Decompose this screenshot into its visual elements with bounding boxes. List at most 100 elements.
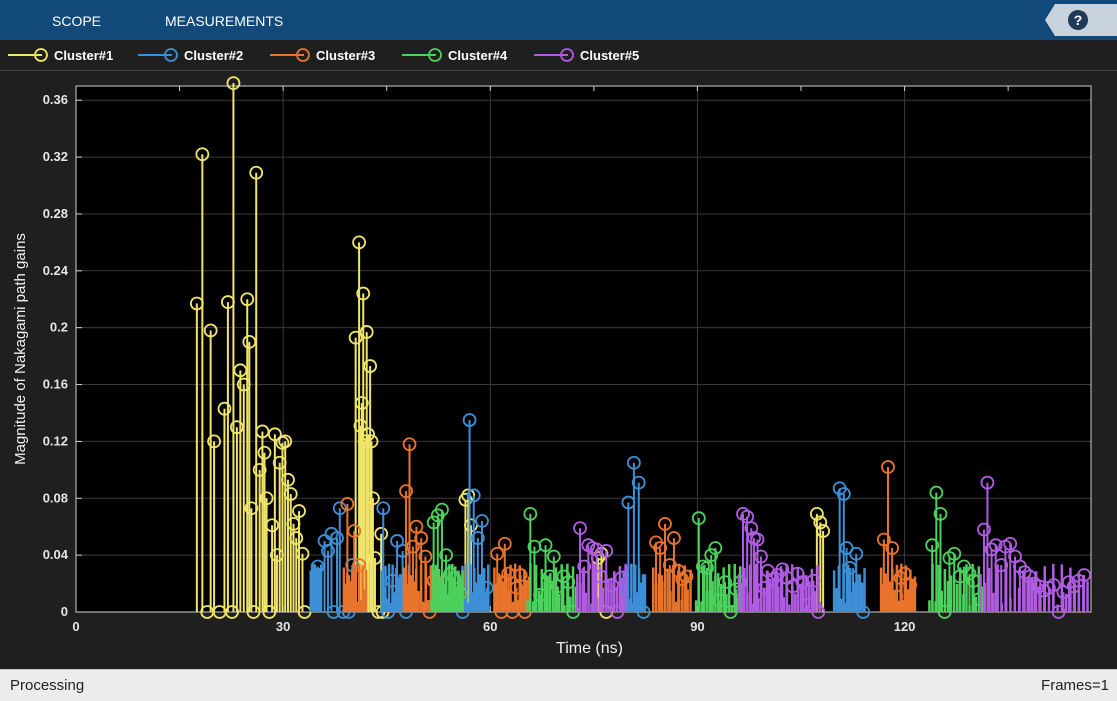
- stem-marker: [255, 424, 270, 439]
- stem-marker: [849, 546, 864, 561]
- stem-marker: [750, 532, 765, 547]
- y-tick-label: 0.28: [43, 206, 68, 221]
- stem-marker: [399, 484, 413, 499]
- stem-marker: [226, 76, 241, 91]
- stem-marker: [435, 502, 449, 517]
- y-tick-label: 0.24: [43, 263, 69, 278]
- legend-swatch: [8, 48, 48, 62]
- stem-marker: [679, 569, 694, 584]
- y-tick-label: 0.36: [43, 92, 68, 107]
- stem-marker: [631, 475, 646, 490]
- legend-item[interactable]: Cluster#3: [270, 46, 375, 64]
- stem-marker: [447, 570, 462, 585]
- stem-marker: [708, 541, 723, 555]
- legend-item[interactable]: Cluster#4: [402, 46, 507, 64]
- stem-marker: [321, 543, 335, 558]
- stem-marker: [249, 165, 264, 180]
- stem-marker: [573, 521, 587, 536]
- stem-marker: [636, 605, 651, 619]
- stem-marker: [988, 538, 1003, 553]
- stem-marker: [443, 566, 458, 581]
- stem-marker: [356, 286, 371, 301]
- stem-marker: [497, 536, 512, 551]
- stem-marker: [523, 507, 538, 521]
- stem-marker: [289, 531, 304, 545]
- stem-marker: [376, 501, 391, 516]
- stem-marker: [929, 485, 944, 500]
- stem-marker: [332, 501, 347, 516]
- stem-marker: [704, 548, 719, 563]
- x-tick-label: 30: [276, 619, 290, 634]
- stem-marker: [836, 487, 851, 501]
- stem-marker: [513, 568, 528, 582]
- stem-marker: [406, 539, 420, 554]
- stem-marker: [409, 519, 424, 534]
- legend-swatch: [138, 48, 178, 62]
- stem-marker: [475, 514, 489, 528]
- legend-marker: [296, 48, 310, 62]
- stem-marker: [811, 605, 826, 619]
- stem-marker: [348, 330, 363, 345]
- stem-marker: [509, 580, 524, 595]
- legend-item[interactable]: Cluster#2: [138, 46, 243, 64]
- legend-item[interactable]: Cluster#1: [8, 46, 113, 64]
- stem-marker: [881, 460, 895, 474]
- legend-marker: [428, 48, 442, 62]
- stem-marker: [757, 580, 772, 595]
- stem-marker: [363, 359, 378, 373]
- stem-marker: [462, 413, 477, 427]
- legend-label: Cluster#5: [580, 47, 640, 63]
- stem-marker: [542, 569, 557, 584]
- stem-marker: [885, 541, 900, 555]
- stem-marker: [856, 605, 871, 619]
- stem-marker: [359, 325, 374, 339]
- stem-marker: [754, 549, 768, 564]
- stem-marker: [700, 561, 714, 575]
- stem-marker: [614, 570, 629, 585]
- stem-marker: [1077, 568, 1091, 582]
- legend-swatch: [402, 48, 442, 62]
- frames-counter: Frames=1: [1041, 677, 1109, 694]
- legend-item[interactable]: Cluster#5: [534, 46, 639, 64]
- stem-marker: [691, 511, 706, 526]
- series-3: [340, 437, 917, 619]
- stem-marker: [667, 531, 681, 545]
- x-tick-label: 90: [690, 619, 704, 634]
- y-tick-label: 0.16: [43, 377, 68, 392]
- tab-measurements[interactable]: MEASUREMENTS: [165, 13, 284, 29]
- stem-marker: [816, 524, 830, 538]
- stem-marker: [225, 605, 239, 619]
- y-tick-label: 0.2: [50, 320, 68, 335]
- stem-marker: [354, 396, 369, 410]
- stem-marker: [195, 147, 210, 162]
- stem-marker: [962, 566, 977, 581]
- y-tick-label: 0: [61, 604, 68, 619]
- stem-marker: [744, 521, 759, 536]
- stem-marker: [352, 558, 366, 572]
- stem-marker: [292, 504, 306, 518]
- stem-marker: [561, 575, 576, 590]
- stem-marker: [414, 531, 429, 545]
- stem-marker: [259, 491, 274, 506]
- stem-marker: [604, 578, 619, 592]
- x-tick-label: 0: [72, 619, 79, 634]
- stem-marker: [546, 549, 561, 564]
- y-tick-label: 0.32: [43, 149, 68, 164]
- legend-marker: [560, 48, 574, 62]
- stem-marker: [453, 586, 467, 601]
- stem-marker: [658, 516, 672, 531]
- stem-marker: [281, 472, 295, 487]
- help-button[interactable]: ?: [1045, 4, 1117, 36]
- stem-marker: [265, 518, 279, 533]
- stem-plot[interactable]: 0 0.04 0.08 0.12 0.16 0.2 0.24 0.28 0.32 0.36 0 30 6…: [0, 72, 1117, 668]
- stem-marker: [577, 559, 592, 574]
- series-5: [573, 475, 1091, 619]
- stem-marker: [937, 605, 952, 619]
- legend-label: Cluster#1: [54, 47, 114, 63]
- status-text: Processing: [10, 677, 85, 694]
- stem-marker: [207, 434, 221, 449]
- stem-marker: [610, 605, 625, 619]
- y-tick-label: 0.08: [43, 490, 68, 505]
- tab-scope[interactable]: SCOPE: [52, 13, 102, 29]
- stem-marker: [257, 445, 272, 460]
